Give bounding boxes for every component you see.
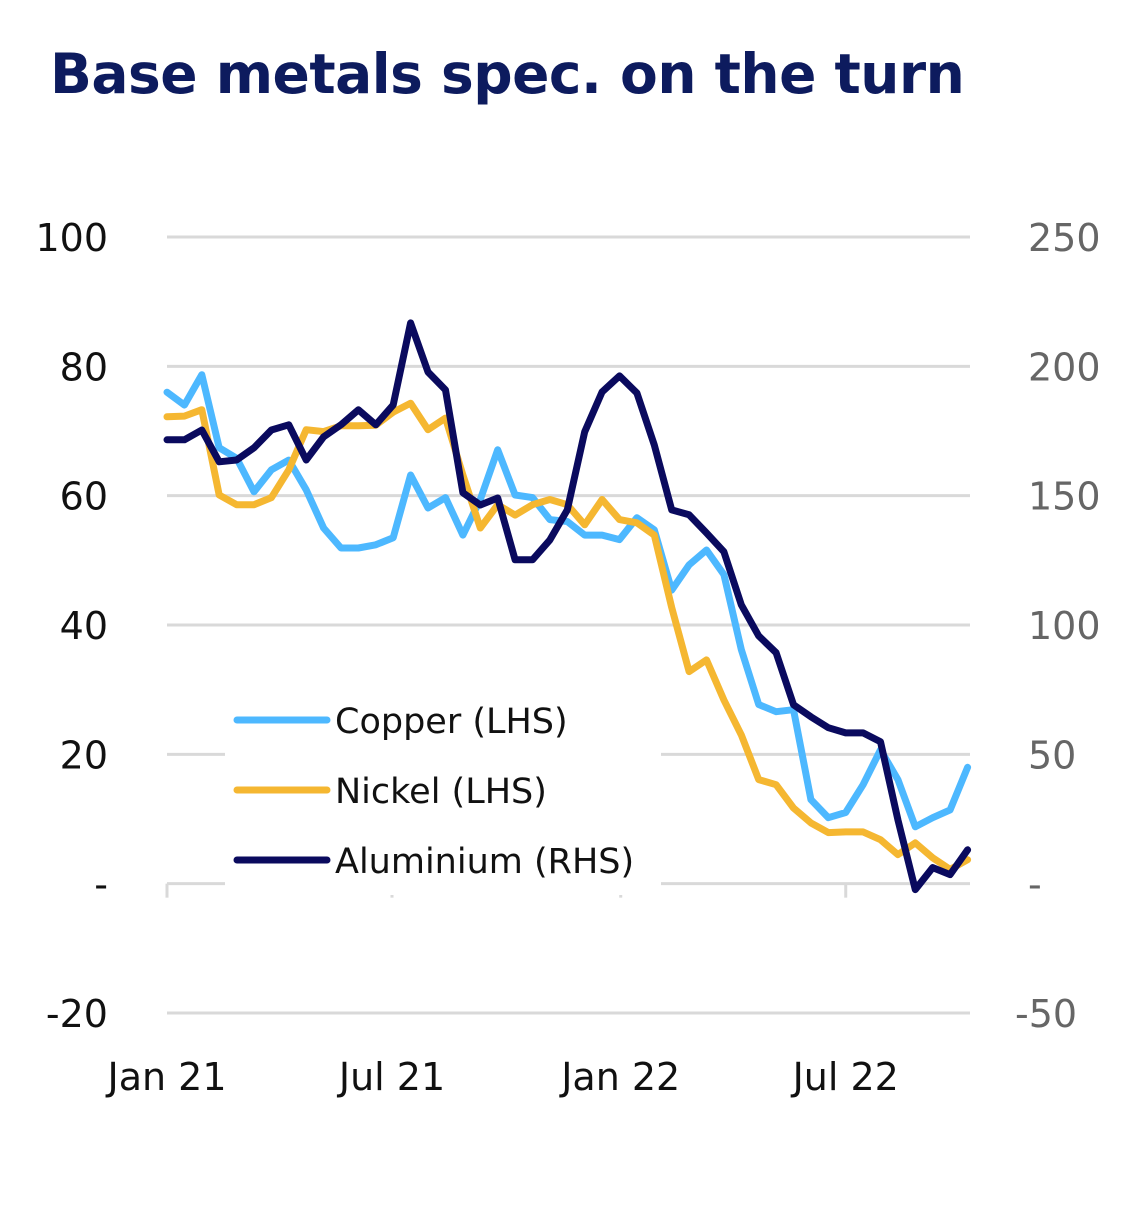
right-tick-label: 100 — [1028, 604, 1101, 648]
right-tick-label: 50 — [1028, 733, 1076, 777]
right-tick-label: 200 — [1028, 345, 1101, 389]
gridlines — [167, 235, 970, 1015]
legend-label: Aluminium (RHS) — [335, 842, 634, 882]
chart-title: Base metals spec. on the turn — [50, 42, 965, 106]
left-tick-label: - — [94, 863, 108, 907]
x-tick-label: Jan 22 — [559, 1055, 680, 1099]
series-lines — [163, 319, 972, 894]
x-axis-ticks: Jan 21 Jul 21 Jan 22 Jul 22 — [105, 883, 899, 1099]
legend-label: Copper (LHS) — [335, 702, 568, 742]
series-line-aluminium — [163, 319, 972, 894]
legend-label: Nickel (LHS) — [335, 772, 547, 812]
x-tick-label: Jan 21 — [105, 1055, 226, 1099]
series-line-copper — [163, 371, 972, 831]
legend: Copper (LHS) Nickel (LHS) Aluminium (RHS) — [225, 690, 661, 895]
left-tick-label: 100 — [35, 216, 108, 260]
left-tick-label: -20 — [46, 992, 108, 1036]
left-tick-label: 80 — [60, 345, 108, 389]
x-tick-label: Jul 21 — [337, 1055, 445, 1099]
left-tick-label: 20 — [60, 733, 108, 777]
left-tick-label: 60 — [60, 475, 108, 519]
right-tick-label: 150 — [1028, 475, 1101, 519]
right-tick-label: 250 — [1028, 216, 1101, 260]
right-tick-label: - — [1028, 863, 1042, 907]
left-tick-label: 40 — [60, 604, 108, 648]
x-tick-label: Jul 22 — [791, 1055, 899, 1099]
right-tick-label: -50 — [1015, 992, 1077, 1036]
right-axis-ticks: 250 200 150 100 50 - -50 — [1015, 216, 1101, 1036]
left-axis-ticks: 100 80 60 40 20 - -20 — [35, 216, 108, 1036]
